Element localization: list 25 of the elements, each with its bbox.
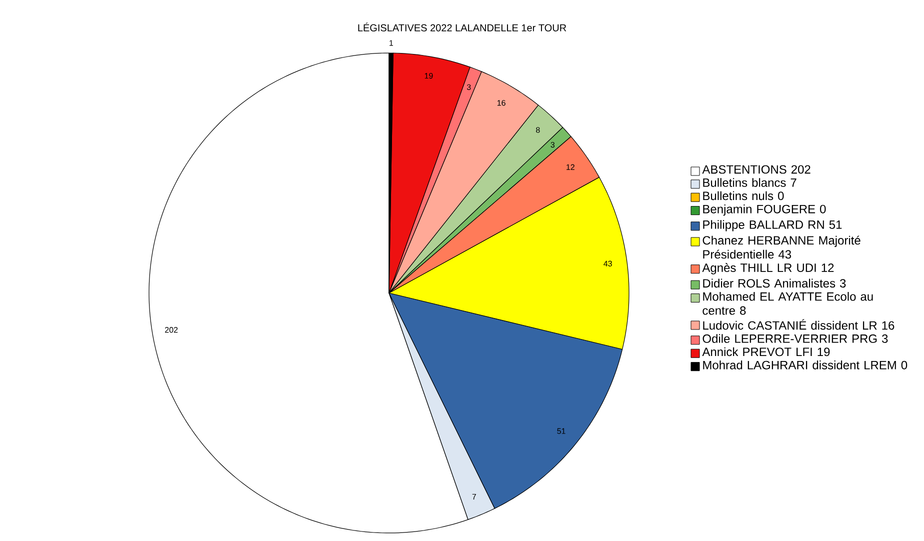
legend-label: Mohrad LAGHRARI dissident LREM 0 [703, 360, 908, 370]
legend-label: ABSTENTIONS 202 [702, 165, 810, 174]
data-label: 8 [536, 127, 540, 133]
legend-label: Agnès THILL LR UDI 12 [702, 263, 834, 274]
data-label: 3 [550, 142, 555, 148]
legend-label: Chanez HERBANNE Majorité Présidentielle 43 [702, 236, 860, 259]
data-label: 12 [566, 164, 574, 170]
chart-title: LÉGISLATIVES 2022 LALANDELLE 1er TOUR [358, 22, 566, 32]
data-label: 51 [557, 428, 566, 434]
data-label: 1 [390, 40, 393, 46]
legend-label: Bulletins blancs 7 [703, 178, 796, 187]
legend-label: Bulletins nuls 0 [703, 191, 784, 200]
legend-label: Annick PREVOT LFI 19 [702, 347, 830, 356]
data-label: 3 [466, 84, 471, 90]
data-label: 7 [472, 494, 476, 500]
legend-label: Odile LEPERRE-VERRIER PRG 3 [702, 334, 888, 343]
data-label: 16 [497, 100, 506, 106]
legend-label: Mohamed EL AYATTE Ecolo au centre 8 [702, 292, 873, 315]
data-label: 43 [604, 260, 612, 266]
legend-label: Didier ROLS Animalistes 3 [703, 278, 846, 288]
data-label: 19 [424, 72, 433, 79]
legend-label: Philippe BALLARD RN 51 [703, 220, 842, 232]
data-label: 202 [165, 327, 178, 333]
legend-label: Ludovic CASTANIÉ dissident LR 16 [703, 319, 894, 330]
legend-label: Benjamin FOUGERE 0 [703, 204, 826, 216]
